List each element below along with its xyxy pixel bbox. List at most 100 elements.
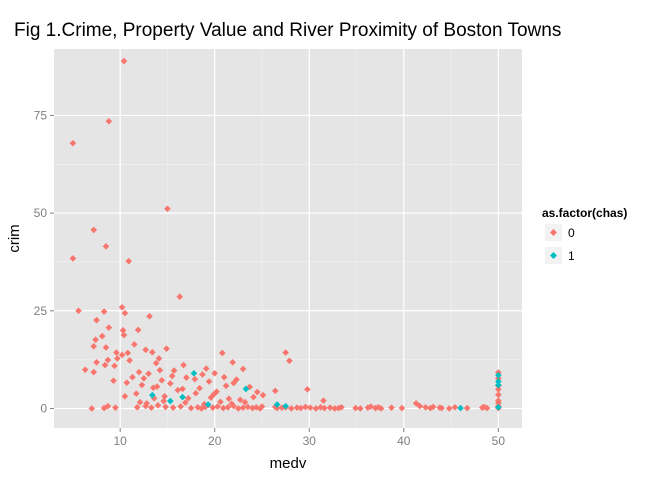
data-point-chas-0 — [169, 404, 177, 411]
x-tick-label: 10 — [114, 434, 128, 448]
data-point-chas-0 — [124, 349, 132, 357]
data-point-chas-0 — [179, 385, 186, 393]
data-point-chas-0 — [145, 370, 152, 377]
data-point-chas-0 — [98, 332, 106, 340]
legend-label: 0 — [568, 226, 575, 240]
legend: as.factor(chas) 0 1 — [542, 206, 627, 264]
data-point-chas-0 — [246, 383, 254, 391]
data-point-chas-1 — [166, 397, 174, 405]
data-point-chas-0 — [398, 404, 406, 412]
data-point-chas-0 — [163, 345, 170, 352]
data-point-chas-1 — [282, 402, 289, 410]
data-point-chas-0 — [224, 403, 232, 411]
data-point-chas-0 — [140, 375, 148, 382]
data-point-chas-0 — [495, 391, 502, 399]
data-point-chas-0 — [229, 359, 236, 366]
data-point-chas-0 — [150, 395, 158, 402]
data-point-chas-0 — [158, 377, 166, 384]
data-point-chas-0 — [297, 404, 305, 412]
data-point-chas-0 — [422, 403, 429, 411]
data-point-chas-0 — [273, 404, 281, 412]
data-point-chas-0 — [155, 355, 163, 362]
data-point-chas-0 — [198, 405, 205, 412]
data-point-chas-0 — [211, 369, 219, 377]
data-point-chas-0 — [367, 403, 375, 410]
data-point-chas-1 — [273, 401, 281, 408]
data-point-chas-0 — [112, 404, 119, 411]
data-points — [69, 57, 502, 412]
data-point-chas-0 — [253, 388, 261, 396]
data-point-chas-0 — [154, 402, 162, 409]
data-point-chas-0 — [312, 405, 320, 412]
data-point-chas-0 — [225, 395, 233, 402]
y-axis-ticks: 0 25 50 75 — [34, 108, 54, 415]
data-point-chas-0 — [388, 404, 395, 411]
data-point-chas-0 — [357, 405, 364, 412]
data-point-chas-0 — [180, 361, 187, 369]
data-point-chas-0 — [105, 324, 113, 331]
data-point-chas-0 — [114, 355, 121, 362]
x-tick-label: 20 — [208, 434, 222, 448]
data-point-chas-0 — [113, 349, 120, 356]
data-point-chas-0 — [75, 307, 82, 315]
x-tick-label: 40 — [397, 434, 411, 448]
data-point-chas-0 — [214, 403, 221, 410]
data-point-chas-0 — [149, 348, 156, 356]
data-point-chas-0 — [164, 205, 171, 213]
data-point-chas-0 — [236, 396, 244, 404]
data-point-chas-0 — [302, 403, 309, 411]
data-point-chas-0 — [142, 402, 150, 410]
data-point-chas-0 — [101, 361, 109, 369]
data-point-chas-0 — [306, 404, 314, 411]
data-point-chas-0 — [258, 403, 266, 410]
data-point-chas-0 — [93, 359, 100, 366]
data-point-chas-0 — [191, 375, 199, 383]
data-point-chas-0 — [256, 405, 264, 412]
data-point-chas-0 — [120, 57, 128, 65]
data-point-chas-0 — [126, 357, 133, 364]
data-point-chas-0 — [138, 381, 146, 389]
data-point-chas-0 — [90, 343, 98, 350]
data-point-chas-0 — [118, 351, 126, 359]
data-point-chas-0 — [219, 404, 227, 412]
data-point-chas-0 — [192, 389, 200, 397]
data-point-chas-0 — [135, 368, 143, 376]
data-point-chas-0 — [249, 404, 256, 412]
y-axis-title: crim — [6, 224, 23, 252]
data-point-chas-0 — [174, 386, 182, 394]
y-tick-label: 50 — [34, 206, 48, 220]
x-tick-label: 30 — [303, 434, 317, 448]
data-point-chas-0 — [451, 403, 459, 411]
data-point-chas-0 — [69, 139, 77, 147]
data-point-chas-0 — [199, 371, 206, 378]
data-point-chas-0 — [134, 326, 142, 334]
data-point-chas-0 — [69, 255, 77, 262]
x-axis-ticks: 10 20 30 40 50 — [114, 428, 505, 448]
data-point-chas-1 — [149, 391, 156, 399]
data-point-chas-0 — [143, 400, 150, 407]
data-point-chas-0 — [495, 386, 502, 393]
data-point-chas-0 — [153, 383, 161, 390]
data-point-chas-1 — [457, 404, 464, 412]
y-tick-label: 0 — [40, 401, 47, 415]
data-point-chas-0 — [90, 368, 98, 376]
data-point-chas-0 — [271, 387, 279, 395]
data-point-chas-0 — [125, 257, 132, 265]
data-point-chas-0 — [133, 403, 141, 411]
data-point-chas-1 — [204, 401, 212, 408]
data-point-chas-0 — [102, 243, 110, 250]
data-point-chas-0 — [222, 382, 230, 390]
data-point-chas-1 — [495, 381, 502, 389]
data-point-chas-0 — [202, 365, 210, 372]
data-point-chas-0 — [104, 356, 112, 364]
data-point-chas-0 — [304, 386, 311, 393]
data-point-chas-0 — [162, 403, 169, 411]
data-point-chas-0 — [230, 402, 237, 410]
data-point-chas-0 — [88, 405, 96, 412]
data-point-chas-0 — [131, 341, 138, 348]
data-point-chas-1 — [495, 403, 502, 411]
data-point-chas-0 — [104, 402, 112, 410]
data-point-chas-0 — [102, 344, 110, 351]
legend-symbol — [550, 252, 557, 259]
